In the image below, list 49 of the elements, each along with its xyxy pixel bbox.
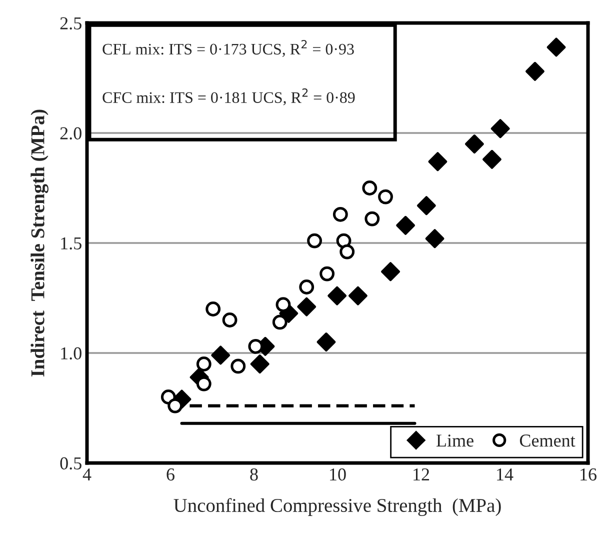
point [250, 354, 270, 374]
point [381, 262, 400, 282]
point [362, 180, 378, 196]
point [464, 134, 484, 154]
point [196, 356, 212, 372]
y-tick-label: 1.5 [61, 237, 82, 250]
annotation: CFC mix: ITS = 0·181 UCS, R$^{2}$ = 0·89 [102, 88, 355, 106]
x-tick-label: 12 [414, 468, 430, 480]
point [320, 266, 335, 282]
point [546, 38, 566, 57]
x-tick-label: 8 [250, 468, 258, 481]
y-tick-label: 0.5 [60, 457, 82, 470]
point [526, 62, 544, 81]
point [328, 286, 347, 306]
x-tick-label: 14 [497, 468, 514, 480]
point [340, 244, 355, 260]
point [396, 216, 416, 235]
y-axis-title: Indirect Tensile Strength (MPa) [30, 110, 48, 376]
x-tick-label: 4 [82, 468, 92, 480]
point [230, 358, 246, 374]
point [272, 314, 288, 330]
annotation: CFL mix: ITS = 0·173 UCS, R$^{2}$ = 0·93 [102, 40, 354, 57]
y-tick-label: 2.5 [60, 17, 82, 30]
y-tick-label: 1.0 [61, 347, 82, 360]
x-tick-label: 6 [166, 468, 174, 481]
point [276, 297, 291, 312]
point [316, 332, 336, 352]
point [299, 280, 314, 294]
legend-label: Cement [520, 434, 576, 447]
point [378, 189, 393, 204]
point [222, 312, 238, 328]
point [332, 206, 348, 222]
x-axis-title: Unconfined Compressive Strength (MPa) [174, 498, 501, 516]
x-tick-label: 10 [330, 468, 346, 481]
point [307, 233, 322, 248]
point [211, 346, 230, 365]
point [416, 196, 436, 216]
point [348, 286, 368, 306]
point [168, 398, 183, 414]
point [428, 152, 448, 172]
x-tick-label: 16 [580, 468, 596, 481]
point [364, 211, 380, 226]
point [297, 297, 316, 316]
y-tick-label: 2.0 [60, 127, 82, 140]
point [490, 119, 510, 138]
legend-label: Lime [436, 434, 474, 447]
point [206, 302, 221, 316]
point [425, 229, 444, 248]
point [482, 150, 502, 169]
